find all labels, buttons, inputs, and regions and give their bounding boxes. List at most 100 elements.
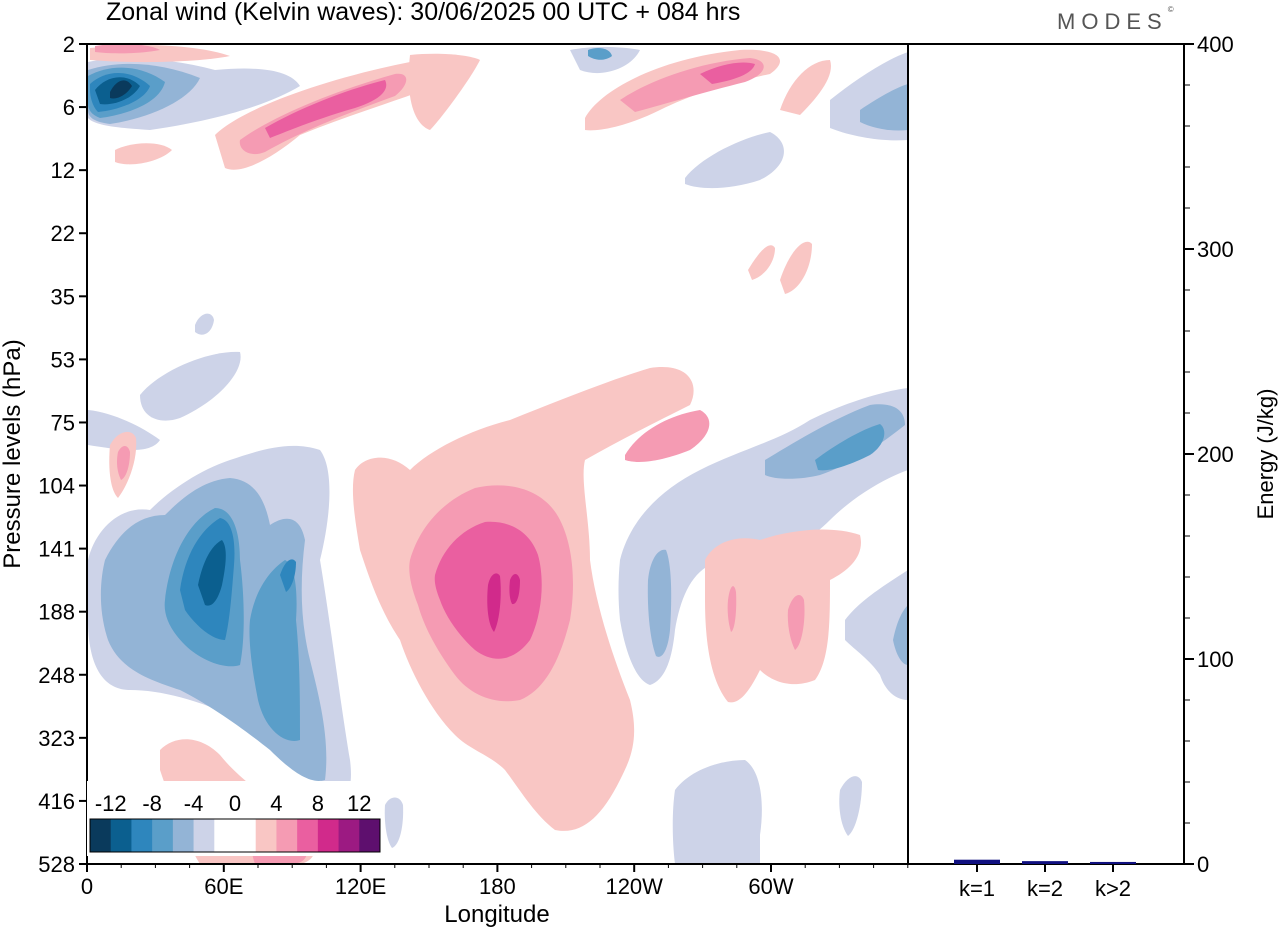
neg-band-mid-left-2 [88,410,160,450]
pos-band-right-upper-3 [700,62,755,84]
neg-band-upper-6 [110,80,132,99]
colorbar-frame [89,818,381,853]
pos-blob-right-center-2 [787,595,805,650]
brand-mark: © [1167,5,1174,14]
pos-spot-upper-mid [115,143,172,165]
colorbar-swatch [297,819,319,852]
energy-axis: 0 100 200 300 400 [1184,32,1234,877]
neg-blob-west-5 [198,540,226,606]
pos-spot-right-2 [780,241,812,294]
x-tick-label: 60E [204,874,243,899]
colorbar-swatch [110,819,132,852]
neg-band-mid-left-3 [195,313,214,335]
energy-category-label: k=2 [1027,876,1063,901]
neg-spot-bottom [384,797,404,848]
pos-blob-right-center [705,529,861,703]
colorbar-tick-label: 4 [270,791,282,816]
x-tick-label: 60W [748,874,793,899]
y-tick-label: 323 [38,726,75,751]
pos-band-right-upper-4 [780,60,831,115]
neg-band-mid-left [140,351,241,421]
y-tick-label: 104 [38,474,75,499]
neg-blob-right-lower-2 [893,605,908,665]
pos-spot-right [748,245,775,280]
neg-band-right-upper-2 [860,84,908,131]
colorbar-swatch [152,819,174,852]
y-tick-label: 248 [38,663,75,688]
y-tick-label: 2 [63,32,75,57]
colorbar-swatch [214,819,236,852]
chart-title: Zonal wind (Kelvin waves): 30/06/2025 00… [106,0,741,26]
y-tick-label: 22 [51,221,75,246]
neg-blob-center-right-4 [815,424,885,471]
energy-tick-label: 400 [1197,32,1234,57]
neg-blob-west-7 [280,559,296,592]
neg-blob-west-6 [249,560,300,741]
colorbar-tick-label: 8 [312,791,324,816]
wind-field [88,44,908,864]
x-axis: 0 60E 120E 180 120W 60W [81,864,909,899]
colorbar-swatch [359,819,381,852]
x-tick-label: 0 [81,874,93,899]
colorbar-swatch [255,819,277,852]
energy-tick-label: 200 [1197,442,1234,467]
energy-bar [1090,861,1136,864]
y-axis: 2 6 12 22 35 53 75 104 141 188 248 323 416 528 [38,32,87,877]
y-tick-label: 6 [63,95,75,120]
brand-name: MODES [1057,9,1168,34]
colorbar-swatch [276,819,298,852]
neg-spot-bottom-right [839,776,862,836]
colorbar-tick-label: 12 [347,791,371,816]
x-tick-label: 120W [605,874,663,899]
colorbar-tick-label: -12 [95,791,127,816]
y-tick-label: 141 [38,537,75,562]
pos-blob-center-6 [625,410,710,462]
brand-logo: MODES© [1057,5,1174,35]
colorbar-swatch [317,819,340,852]
y-tick-label: 75 [51,410,75,435]
y-axis-label: Pressure levels (hPa) [0,339,26,568]
neg-blob-center-right-2 [647,549,672,657]
pos-band-upper-5 [95,44,160,54]
y-tick-label: 35 [51,284,75,309]
neg-band-right-upper-3 [685,132,784,189]
energy-category-label: k>2 [1095,876,1131,901]
colorbar-tick-label: 0 [229,791,241,816]
neg-band-right-upper-4 [570,47,640,74]
colorbar-swatch [172,819,195,852]
energy-axis-label: Energy (J/kg) [1253,389,1278,520]
colorbar-swatch [235,819,257,852]
colorbar-tick-label: -4 [184,791,204,816]
neg-blob-right-lower [845,570,908,700]
energy-tick-label: 100 [1197,647,1234,672]
y-tick-label: 528 [38,852,75,877]
y-tick-label: 12 [51,158,75,183]
energy-category-label: k=1 [959,876,995,901]
pos-spot-left-2 [117,446,130,480]
colorbar-swatch [90,819,112,852]
pos-blob-center-5 [509,574,520,605]
neg-blob-bottom-right [672,760,762,864]
colorbar: -12 -8 -4 0 4 8 12 [87,781,383,856]
colorbar-swatch [131,819,153,852]
colorbar-tick-label: -8 [142,791,162,816]
neg-band-right-upper-5 [588,48,612,60]
energy-bar [1022,861,1068,864]
pos-blob-center-4 [487,573,501,632]
energy-tick-label: 0 [1197,852,1209,877]
x-tick-label: 120E [335,874,386,899]
x-tick-label: 180 [479,874,516,899]
y-tick-label: 188 [38,600,75,625]
pos-blob-right-center-3 [727,586,737,632]
colorbar-swatch [193,819,215,852]
pos-band-upper-3 [265,80,387,138]
energy-bar [954,859,1000,864]
x-axis-label: Longitude [444,901,549,928]
energy-tick-label: 300 [1197,237,1234,262]
pos-band-right-upper-5 [408,53,480,130]
colorbar-swatch [338,819,360,852]
y-tick-label: 53 [51,347,75,372]
neg-blob-center-right-3 [765,404,905,479]
y-tick-label: 416 [38,789,75,814]
